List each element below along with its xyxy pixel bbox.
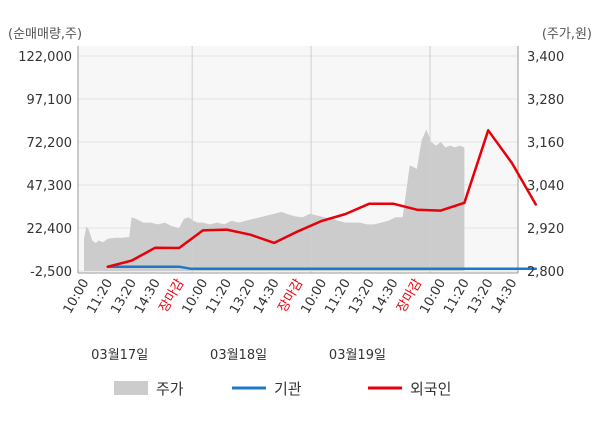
left-axis-tick-label: 122,000 bbox=[18, 50, 72, 65]
series-line-외국인 bbox=[106, 129, 538, 268]
left-axis-tick-label: 47,300 bbox=[27, 179, 73, 194]
left-axis-tick-label: 72,200 bbox=[27, 136, 73, 151]
legend-label: 외국인 bbox=[410, 380, 451, 398]
left-axis-unit-label: (순매매량,주) bbox=[8, 27, 82, 42]
left-axis-tick-label: 22,400 bbox=[27, 222, 73, 237]
legend-label: 기관 bbox=[274, 380, 302, 398]
date-label: 03월17일 bbox=[91, 348, 148, 363]
right-axis-tick-label: 3,280 bbox=[527, 93, 564, 108]
series-line-기관 bbox=[106, 265, 538, 271]
legend-swatch-주가 bbox=[114, 381, 148, 395]
right-axis-unit-label: (주가,원) bbox=[542, 27, 592, 42]
right-axis-tick-label: 3,400 bbox=[527, 50, 564, 65]
right-axis-tick-label: 3,160 bbox=[527, 136, 564, 151]
right-axis-tick-label: 2,920 bbox=[527, 222, 564, 237]
legend-swatch-외국인 bbox=[368, 386, 402, 390]
date-label: 03월18일 bbox=[210, 348, 267, 363]
right-axis-tick-label: 2,800 bbox=[527, 265, 564, 280]
legend-swatch-기관 bbox=[232, 386, 266, 390]
date-label: 03월19일 bbox=[329, 348, 386, 363]
left-axis-tick-label: -2,500 bbox=[30, 265, 72, 280]
left-axis-tick-label: 97,100 bbox=[27, 93, 73, 108]
right-axis-tick-label: 3,040 bbox=[527, 179, 564, 194]
price-area-series bbox=[84, 129, 465, 271]
legend-label: 주가 bbox=[156, 380, 184, 398]
